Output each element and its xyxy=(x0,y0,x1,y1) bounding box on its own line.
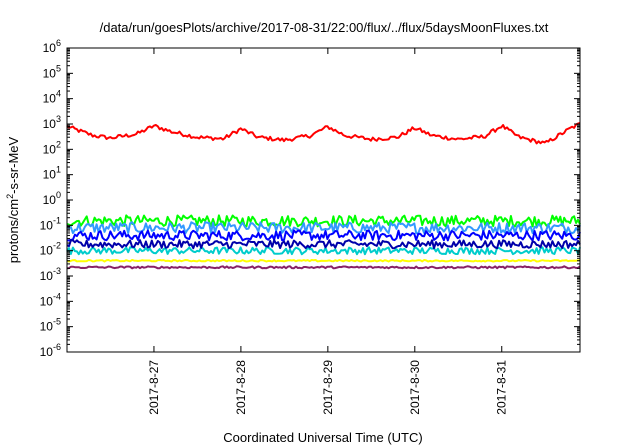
series-line xyxy=(66,121,581,145)
y-tick-label: 10-5 xyxy=(40,317,61,334)
x-tick-label: 2017-8-29 xyxy=(321,360,335,415)
series-line xyxy=(66,246,581,256)
series-line xyxy=(66,259,581,263)
x-tick-label: 2017-8-27 xyxy=(147,360,161,415)
x-tick-label: 2017-8-28 xyxy=(234,360,248,415)
y-tick-label: 104 xyxy=(43,89,61,106)
x-axis-title: Coordinated Universal Time (UTC) xyxy=(223,430,422,445)
series-layer xyxy=(66,121,581,270)
y-tick-label: 100 xyxy=(43,190,61,207)
chart-title: /data/run/goesPlots/archive/2017-08-31/2… xyxy=(100,20,549,35)
y-axis-title: protons/cm2-s-sr-MeV xyxy=(5,136,21,263)
x-tick-label: 2017-8-31 xyxy=(495,360,509,415)
y-axis-title-rest: -s-sr-MeV xyxy=(6,136,21,193)
plot-frame xyxy=(66,47,581,353)
y-tick-label: 101 xyxy=(43,165,61,182)
y-tick-label: 10-3 xyxy=(40,266,61,283)
y-tick-label: 10-1 xyxy=(40,215,61,232)
y-axis-title-main: protons/cm xyxy=(6,199,21,263)
x-tick-label: 2017-8-30 xyxy=(408,360,422,415)
y-tick-label: 10-2 xyxy=(40,241,61,258)
y-tick-label: 10-6 xyxy=(40,342,61,359)
y-axis-title-sup: 2 xyxy=(5,194,15,199)
y-tick-label: 102 xyxy=(43,139,61,156)
y-tick-label: 106 xyxy=(43,38,61,55)
series-line xyxy=(66,214,581,228)
series-line xyxy=(66,221,581,235)
series-line xyxy=(66,265,581,270)
series-line xyxy=(66,229,581,242)
y-tick-label: 105 xyxy=(43,63,61,80)
y-tick-label: 10-4 xyxy=(40,291,61,308)
y-tick-label: 103 xyxy=(43,114,61,131)
series-line xyxy=(66,239,581,250)
ticks-layer: 10-6 10-5 10-4 10-3 10-2 10-1 100 101 102 103 104 1… xyxy=(40,38,580,415)
